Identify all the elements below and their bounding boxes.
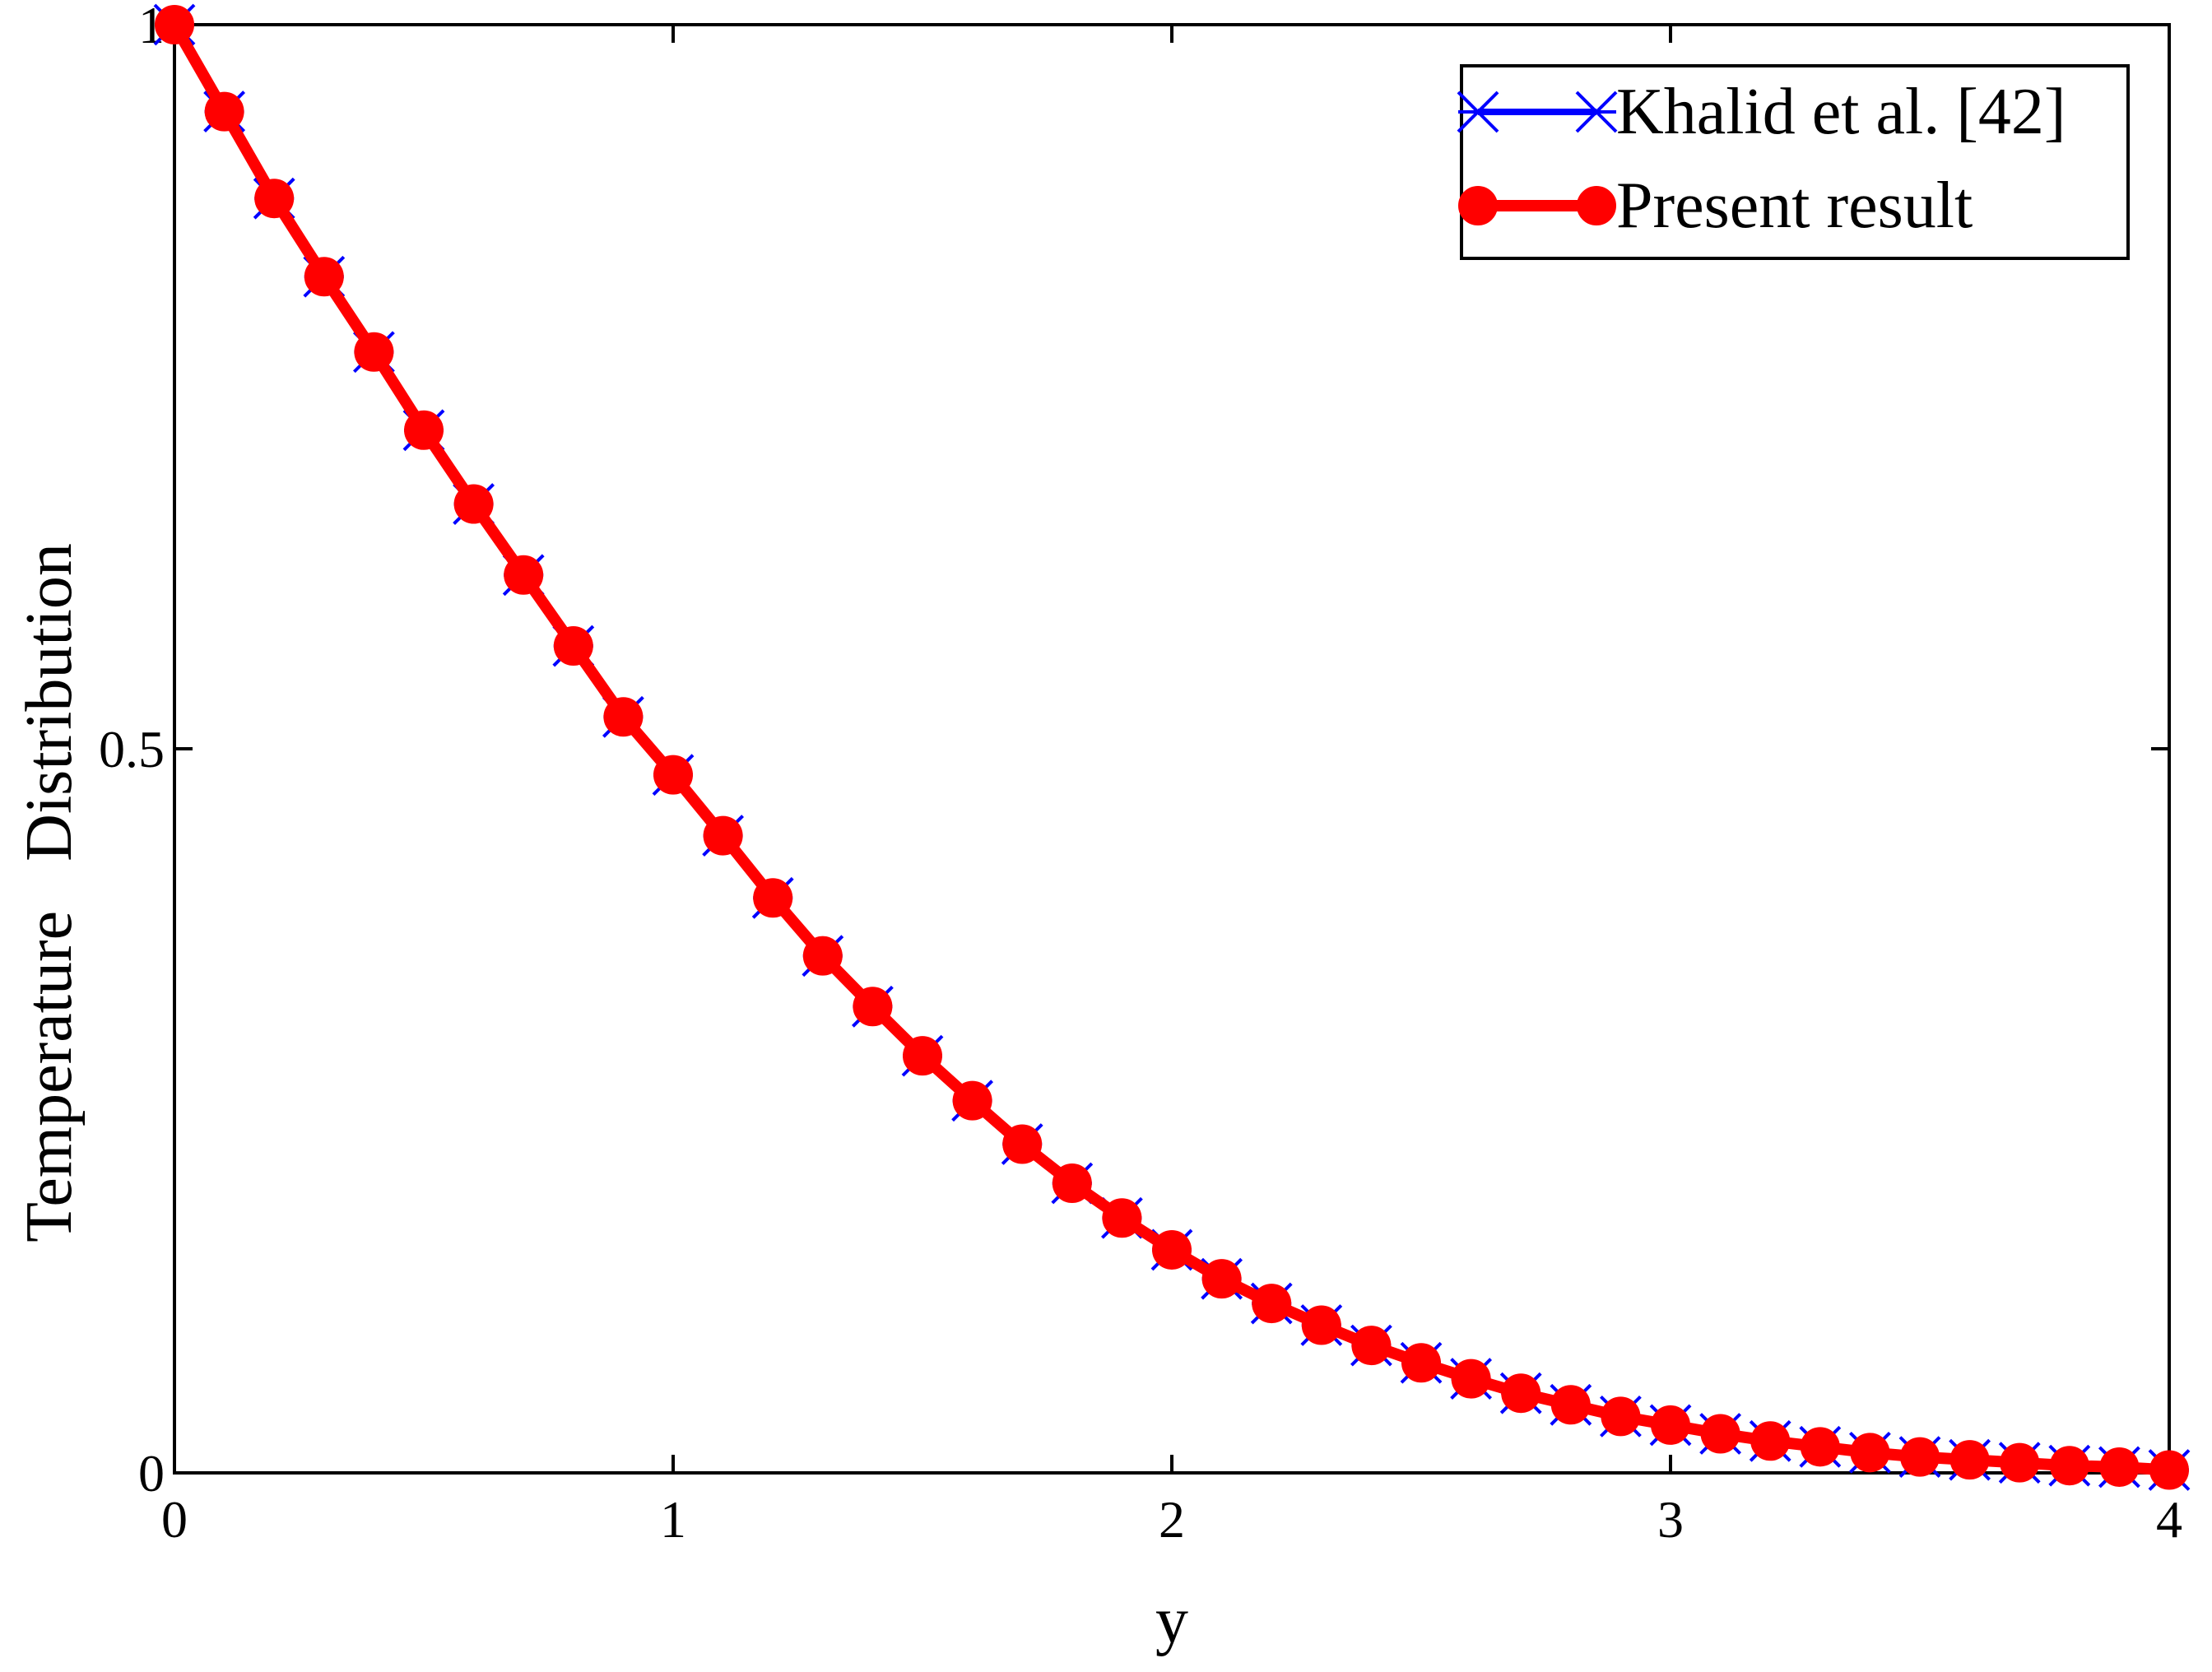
series-present-point [802,936,843,976]
series-present-point [1750,1421,1791,1461]
x-tick-label: 1 [660,1490,686,1549]
series-present-point [1800,1427,1840,1467]
series-present-point [254,179,295,219]
legend-entry-khalid: Khalid et al. [42] [1457,76,2066,148]
series-present-point [952,1080,992,1121]
series-present-point [1651,1405,1690,1445]
series-present-point [354,332,394,372]
series-present-point [553,626,593,666]
series-present-point [204,91,244,132]
y-tick-label: 0.5 [99,720,165,778]
series-present-point [2149,1450,2189,1490]
x-tick-label: 4 [2156,1490,2182,1549]
legend-swatch-marker [1575,91,1618,133]
series-present-point [2049,1446,2089,1486]
series-present-point [1052,1163,1092,1203]
series-present-point [703,815,743,856]
legend-entry-present: Present result [1458,170,1973,242]
series-present-point [1301,1305,1341,1345]
series-present-point [404,410,444,450]
series-present-point [1550,1385,1591,1425]
series-present-point [1351,1326,1392,1366]
legend-swatch-marker [1458,186,1498,225]
series-present-point [903,1036,942,1076]
tick-labels: 0 1 2 3 400.51 [99,0,2182,1549]
series-present-point [1252,1284,1292,1324]
series-present-point [1201,1259,1242,1299]
series-present-point [504,555,544,595]
x-tick-label: 2 [1159,1490,1185,1549]
series-present-point [2099,1447,2140,1487]
series-present [155,5,2189,1490]
y-axis-label: Temperature Distribution [13,543,86,1242]
series-present-point [1501,1373,1541,1414]
series-layer [153,3,2191,1491]
series-present-point [1949,1440,1990,1480]
series-present-point [603,697,644,737]
legend-label: Khalid et al. [42] [1616,76,2066,148]
x-tick-label: 3 [1657,1490,1684,1549]
x-axis-label: y [1155,1585,1188,1657]
series-present-point [1401,1343,1441,1383]
series-present-point [304,257,344,297]
legend-box [1460,64,2130,260]
series-present-point [155,5,194,44]
legend-swatch-marker [1457,91,1499,133]
series-present-point [1102,1198,1142,1238]
series-present-point [853,987,893,1027]
legend-label: Present result [1616,170,1973,242]
series-present-point [1451,1358,1491,1399]
y-tick-label: 0 [138,1444,165,1502]
series-present-point [653,755,693,795]
series-present-point [453,484,494,524]
series-present-point [1850,1433,1890,1473]
series-present-point [1002,1124,1043,1164]
series-present-point [753,878,793,918]
series-present-point [1700,1414,1740,1454]
series-present-point [2000,1442,2040,1483]
legend: Khalid et al. [42] Present result [1457,64,2130,260]
legend-swatch-marker [1577,186,1616,225]
x-tick-label: 0 [161,1490,188,1549]
series-present-point [1152,1229,1192,1270]
series-present-point [1601,1396,1641,1437]
series-present-point [1900,1437,1940,1477]
